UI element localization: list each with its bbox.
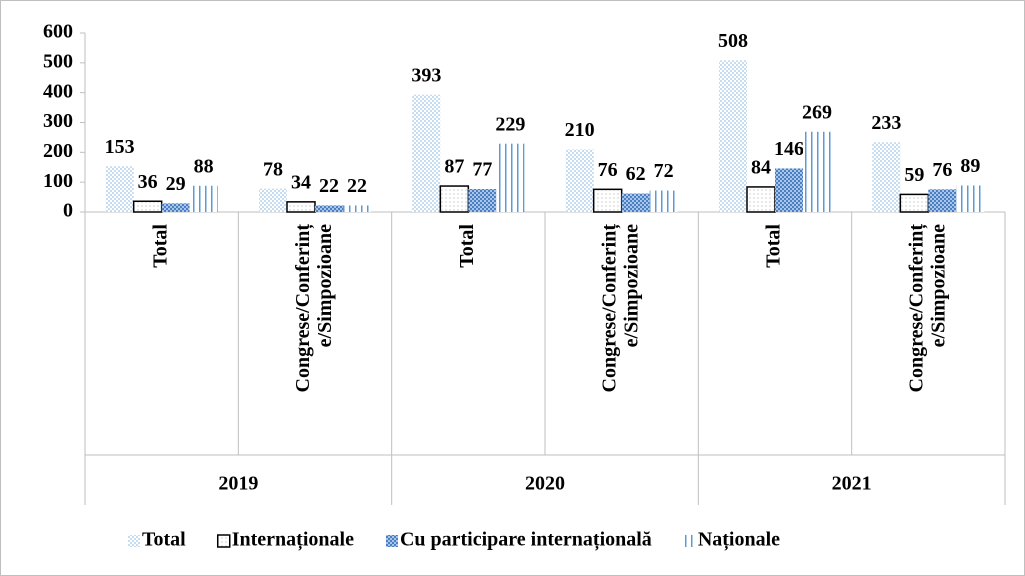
bar bbox=[412, 94, 441, 212]
data-label: 22 bbox=[319, 175, 339, 197]
x-tick-label: Congrese/Conferințe/Simpozioane bbox=[905, 224, 949, 393]
data-label: 233 bbox=[871, 112, 901, 134]
data-label: 393 bbox=[411, 64, 441, 86]
data-label: 59 bbox=[904, 164, 924, 186]
bar bbox=[719, 60, 747, 212]
y-tick-label: 400 bbox=[43, 80, 73, 102]
data-label: 84 bbox=[751, 157, 771, 179]
x-tick-label: Total bbox=[763, 224, 785, 268]
bar bbox=[803, 131, 831, 212]
bar bbox=[189, 185, 218, 212]
y-tick-label: 500 bbox=[43, 50, 73, 72]
bar bbox=[105, 166, 134, 212]
group-label: 2019 bbox=[218, 473, 258, 495]
bar bbox=[161, 203, 190, 212]
data-label: 78 bbox=[263, 158, 283, 180]
group-label: 2020 bbox=[525, 473, 565, 495]
data-label: 210 bbox=[565, 119, 595, 141]
legend-swatch bbox=[128, 535, 140, 547]
legend-label: Internaționale bbox=[232, 529, 354, 552]
y-tick-label: 0 bbox=[63, 200, 73, 222]
bar bbox=[621, 193, 650, 212]
x-tick-label: Congrese/Conferințe/Simpozioane bbox=[598, 224, 642, 393]
data-label: 36 bbox=[138, 171, 158, 193]
data-label: 153 bbox=[105, 136, 135, 158]
data-label: 72 bbox=[654, 160, 674, 182]
legend-label: Naționale bbox=[698, 529, 780, 552]
bar bbox=[956, 185, 985, 212]
y-tick-label: 600 bbox=[43, 21, 73, 43]
data-label: 76 bbox=[932, 159, 952, 181]
bar bbox=[315, 205, 343, 212]
data-label: 88 bbox=[194, 155, 214, 177]
data-label: 508 bbox=[718, 30, 748, 52]
data-label: 146 bbox=[774, 138, 804, 160]
bar bbox=[259, 188, 287, 212]
x-tick-label: Total bbox=[456, 224, 478, 268]
legend-swatch bbox=[216, 534, 231, 548]
legend-swatch bbox=[683, 535, 696, 547]
data-label: 34 bbox=[291, 171, 311, 193]
bar bbox=[649, 190, 678, 212]
bar bbox=[565, 149, 594, 212]
bar bbox=[928, 189, 957, 212]
y-tick-label: 300 bbox=[43, 110, 73, 132]
bar bbox=[343, 205, 371, 212]
x-tick-label: Total bbox=[149, 224, 171, 268]
bar bbox=[496, 143, 525, 212]
bar bbox=[286, 201, 316, 213]
bar bbox=[746, 186, 776, 213]
data-label: 77 bbox=[472, 159, 492, 181]
bar bbox=[468, 189, 497, 212]
legend-swatch bbox=[385, 535, 398, 547]
legend-label: Cu participare internațională bbox=[400, 529, 652, 552]
bar bbox=[439, 185, 470, 213]
bar bbox=[775, 168, 803, 212]
bar bbox=[872, 142, 901, 212]
data-label: 22 bbox=[347, 175, 367, 197]
data-label: 89 bbox=[960, 155, 980, 177]
data-label: 229 bbox=[495, 113, 525, 135]
data-label: 87 bbox=[444, 156, 464, 178]
data-label: 269 bbox=[802, 101, 832, 123]
y-tick-label: 200 bbox=[43, 140, 73, 162]
bar bbox=[592, 188, 623, 213]
group-label: 2021 bbox=[832, 473, 872, 495]
data-label: 76 bbox=[598, 159, 618, 181]
data-label: 62 bbox=[626, 163, 646, 185]
bar bbox=[132, 200, 163, 213]
bar bbox=[899, 193, 930, 213]
y-tick-label: 100 bbox=[43, 170, 73, 192]
legend-label: Total bbox=[142, 529, 186, 551]
x-tick-label: Congrese/Conferințe/Simpozioane bbox=[292, 224, 336, 393]
data-label: 29 bbox=[166, 173, 186, 195]
